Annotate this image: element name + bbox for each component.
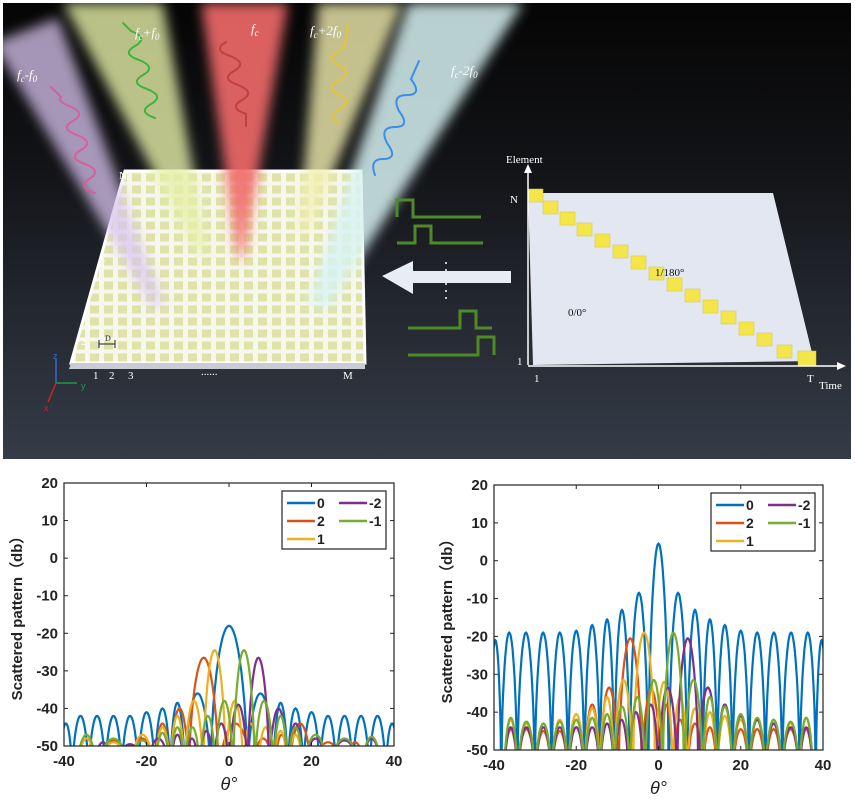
- coding-y-top-label: N: [510, 194, 518, 206]
- legend-label-0: 0: [317, 495, 325, 511]
- beam-label-fc: fc: [251, 21, 259, 38]
- array-row-label-2: 2: [81, 336, 87, 348]
- y-tick-label: -50: [36, 738, 58, 755]
- legend-label--2: -2: [798, 497, 811, 513]
- y-tick-label: -20: [36, 625, 58, 642]
- coding-matrix-panel: [524, 164, 846, 370]
- metasurface-array: [69, 169, 367, 369]
- series-group: [494, 542, 823, 750]
- legend-label--1: -1: [798, 515, 811, 531]
- array-label-m: M: [343, 370, 353, 382]
- scattered-pattern-chart-left: 20 10 0 -10 -20 -30 -40 -50 -40 -20 0 20 40 θ° Scatter…: [0, 465, 430, 799]
- array-row-label-1: 1: [84, 351, 90, 363]
- array-col-label-1: 1: [93, 370, 99, 382]
- y-tick-label: -10: [36, 588, 58, 605]
- beam-fc+f0: [63, 3, 208, 255]
- y-tick-label: 10: [41, 513, 58, 530]
- coding-sequence-cells: [527, 188, 817, 367]
- x-tick-label: -20: [136, 753, 158, 770]
- x-tick-label: -40: [53, 753, 75, 770]
- array-col-label-2: 2: [109, 370, 115, 382]
- coding-state-one-label: 1/180°: [655, 267, 684, 279]
- left-arrow-icon: [382, 261, 511, 294]
- coding-x-left-label: 1: [534, 373, 540, 385]
- legend-label-0: 0: [746, 497, 754, 513]
- series-line--1: [504, 631, 813, 750]
- scattered-pattern-chart-right: 20 10 0 -10 -20 -30 -40 -50 -40 -20 0 20 40 θ° Scatter…: [430, 465, 855, 799]
- array-row-label-3: 3: [85, 322, 91, 334]
- legend-label--1: -1: [369, 513, 382, 529]
- coding-y-bottom-label: 1: [517, 356, 523, 368]
- y-tick-label: 10: [471, 515, 488, 532]
- axis-label-y: y: [81, 381, 86, 391]
- coordinate-axes-icon: [47, 359, 77, 403]
- x-tick-label: -20: [565, 757, 587, 774]
- beam-fc-2f0: [308, 3, 523, 308]
- x-axis-label: θ°: [221, 774, 238, 794]
- axis-label-z: z: [53, 351, 58, 361]
- metasurface-concept-illustration: fc-f0 fc+f0 fc fc+2f0 fc-2f0 N M 1 2 3 1…: [3, 3, 851, 459]
- spacing-label-d: D: [105, 334, 111, 343]
- wave-fc-icon: [219, 41, 249, 127]
- legend-label--2: -2: [369, 495, 382, 511]
- y-tick-label: -20: [466, 628, 488, 645]
- x-axis-label: θ°: [650, 778, 667, 798]
- series-group: [64, 624, 394, 746]
- row-ellipsis-icon: [99, 260, 105, 282]
- y-tick-label: -40: [36, 700, 58, 717]
- array-col-ellipsis: ......: [201, 366, 218, 378]
- y-tick-label: -10: [466, 591, 488, 608]
- legend-label-2: 2: [317, 513, 325, 529]
- axis-label-x: x: [44, 403, 49, 413]
- y-axis-label: Scattered pattern（db）: [438, 532, 456, 704]
- coding-y-axis-label: Element: [506, 154, 543, 166]
- y-tick-label: 20: [41, 475, 58, 492]
- wave-fc+2f0-icon: [330, 24, 349, 124]
- x-tick-label: -40: [483, 757, 505, 774]
- x-tick-label: 20: [732, 757, 749, 774]
- wave-fc-f0-icon: [50, 86, 96, 194]
- wave-fc+f0-icon: [122, 22, 158, 119]
- y-axis-label: Scattered pattern（db）: [8, 529, 26, 701]
- coding-x-right-label: T: [807, 373, 814, 385]
- legend-label-1: 1: [746, 533, 754, 549]
- series-line--1: [79, 648, 379, 746]
- series-line--2: [97, 656, 379, 746]
- y-tick-label: 0: [480, 553, 488, 570]
- spacing-marker-icon: [98, 340, 116, 348]
- y-tick-label: -50: [466, 742, 488, 759]
- legend-label-1: 1: [317, 531, 325, 547]
- coding-x-axis-label: Time: [819, 380, 842, 392]
- y-tick-label: -40: [466, 704, 488, 721]
- y-tick-label: -30: [36, 663, 58, 680]
- coding-state-zero-label: 0/0°: [568, 307, 586, 319]
- series-line-0: [494, 542, 823, 750]
- beam-label-fc+f0: fc+f0: [135, 25, 160, 42]
- x-tick-label: 20: [303, 753, 320, 770]
- wave-fc-2f0-icon: [372, 60, 420, 176]
- x-tick-label: 40: [386, 753, 403, 770]
- coding-waveforms-icon: [395, 198, 496, 357]
- y-tick-label: -30: [466, 666, 488, 683]
- beam-label-fc+2f0: fc+2f0: [310, 23, 342, 40]
- legend: 0 2 1 -2 -1: [710, 492, 816, 552]
- beam-label-fc-2f0: fc-2f0: [451, 63, 478, 80]
- legend-label-2: 2: [746, 515, 754, 531]
- array-label-n: N: [119, 170, 127, 182]
- legend: 0 2 1 -2 -1: [281, 490, 387, 550]
- array-col-label-3: 3: [128, 370, 134, 382]
- beam-fc: [201, 3, 288, 258]
- y-tick-label: 20: [471, 477, 488, 494]
- series-line-0: [64, 624, 394, 746]
- beam-label-fc-f0: fc-f0: [17, 67, 38, 84]
- beam-fc+2f0: [299, 3, 403, 233]
- x-tick-label: 0: [225, 753, 233, 770]
- x-tick-label: 40: [815, 757, 832, 774]
- x-tick-label: 0: [654, 757, 662, 774]
- y-tick-label: 0: [50, 550, 58, 567]
